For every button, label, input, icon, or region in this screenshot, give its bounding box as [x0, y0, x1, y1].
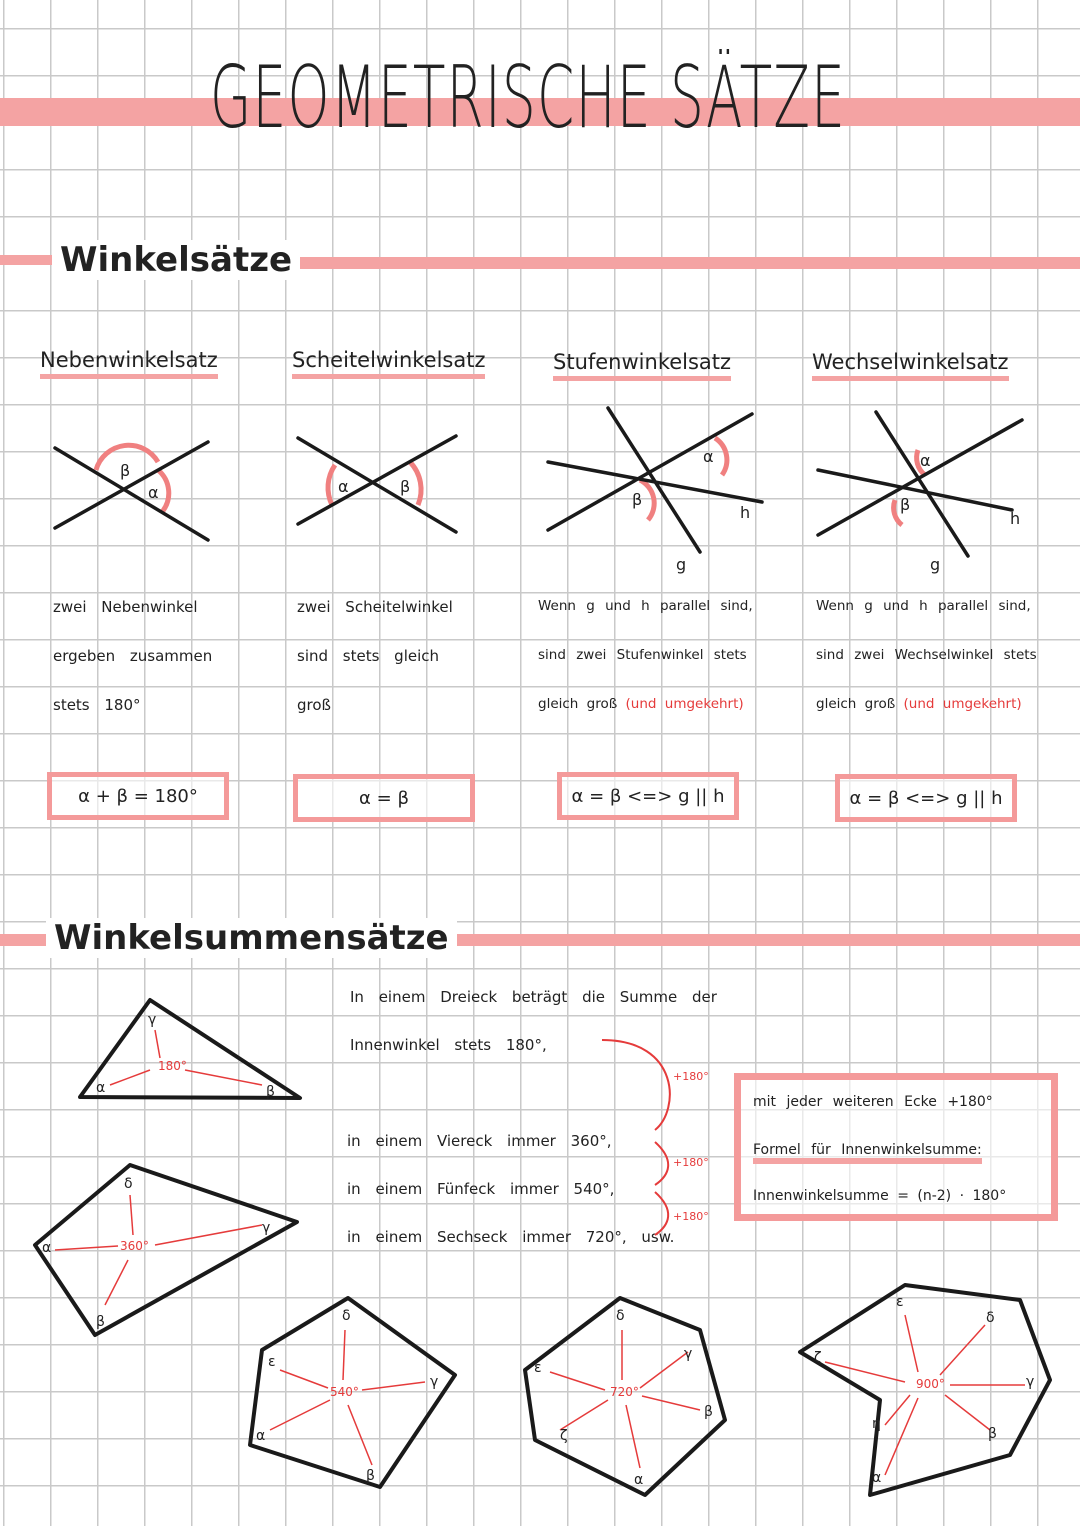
sum-text: in einem Sechseck immer 720°, usw. — [347, 1228, 675, 1246]
angle-label: δ — [986, 1310, 995, 1326]
theorem-text: zwei Nebenwinkel — [53, 598, 198, 616]
angle-label: α — [703, 447, 714, 466]
angle-label: ε — [534, 1360, 542, 1376]
line-label: g — [930, 555, 940, 574]
angle-label: α — [872, 1470, 881, 1486]
angle-label: β — [96, 1314, 105, 1330]
angle-sum: 360° — [120, 1239, 149, 1253]
angle-label: γ — [684, 1346, 692, 1362]
theorem-text: sind zwei Wechselwinkel stets — [816, 647, 1037, 663]
section-heading-winkelsaetze: Winkelsätze — [52, 240, 301, 280]
angle-sum: 900° — [916, 1377, 945, 1391]
theorem-text: stets 180° — [53, 696, 141, 714]
formula-info-box: mit jeder weiteren Ecke +180° Formel für… — [734, 1073, 1058, 1221]
formula-box: α = β <=> g || h — [835, 774, 1017, 822]
angle-label: α — [96, 1080, 105, 1096]
theorem-text: gleich groß — [816, 696, 896, 712]
formula-box: α = β — [293, 774, 475, 822]
angle-label: α — [920, 451, 931, 470]
angle-label: α — [634, 1472, 643, 1488]
page-title: GEOMETRISCHE SÄTZE — [210, 48, 847, 148]
angle-label: ε — [268, 1354, 276, 1370]
theorem-text: groß — [297, 696, 331, 714]
section-band — [268, 257, 1080, 269]
heptagon — [798, 1283, 1052, 1497]
theorem-text: sind zwei Stufenwinkel stets — [538, 647, 747, 663]
step-label: +180° — [673, 1210, 709, 1223]
angle-label: β — [900, 495, 910, 514]
hexagon — [523, 1296, 727, 1497]
angle-label: α — [148, 483, 159, 502]
quadrilateral — [33, 1163, 299, 1337]
sum-text: Innenwinkel stets 180°, — [350, 1036, 547, 1054]
angle-label: β — [632, 490, 642, 509]
theorem-note: (und umgekehrt) — [625, 696, 744, 712]
angle-sum: 540° — [330, 1385, 359, 1399]
step-label: +180° — [673, 1156, 709, 1169]
theorem-text: gleich groß — [538, 696, 618, 712]
section-band — [0, 934, 48, 946]
sum-text: in einem Fünfeck immer 540°, — [347, 1180, 615, 1198]
line-label: h — [1010, 509, 1020, 528]
info-line: mit jeder weiteren Ecke +180° — [753, 1094, 993, 1110]
angle-label: ε — [896, 1294, 904, 1310]
step-label: +180° — [673, 1070, 709, 1083]
angle-label: γ — [430, 1374, 438, 1390]
angle-label: β — [704, 1404, 713, 1420]
section-heading-winkelsummensaetze: Winkelsummensätze — [46, 918, 457, 958]
theorem-text: sind stets gleich — [297, 647, 440, 665]
theorem-heading: Stufenwinkelsatz — [553, 350, 732, 381]
theorem-heading: Scheitelwinkelsatz — [292, 348, 486, 379]
section-band — [0, 255, 55, 265]
angle-label: β — [400, 477, 410, 496]
line-label: g — [676, 555, 686, 574]
angle-label: η — [872, 1416, 881, 1432]
pentagon — [248, 1296, 457, 1489]
theorem-text: Wenn g und h parallel sind, — [538, 598, 753, 614]
theorem-text: ergeben zusammen — [53, 647, 213, 665]
theorem-text: Wenn g und h parallel sind, — [816, 598, 1031, 614]
angle-label: β — [366, 1468, 375, 1484]
angle-label: δ — [616, 1308, 625, 1324]
angle-label: γ — [148, 1012, 156, 1028]
angle-label: α — [256, 1428, 265, 1444]
angle-label: β — [988, 1426, 997, 1442]
formula-box: α + β = 180° — [47, 772, 229, 820]
angle-label: ζ — [560, 1428, 568, 1444]
theorem-note: (und umgekehrt) — [903, 696, 1022, 712]
angle-sum: 180° — [158, 1059, 187, 1073]
line-label: h — [740, 503, 750, 522]
angle-label: γ — [262, 1220, 270, 1236]
formula-box: α = β <=> g || h — [557, 772, 739, 820]
angle-sum: 720° — [610, 1385, 639, 1399]
theorem-heading: Wechselwinkelsatz — [812, 350, 1009, 381]
triangle — [78, 998, 302, 1100]
sum-text: in einem Viereck immer 360°, — [347, 1132, 612, 1150]
angle-label: β — [120, 461, 130, 480]
info-formula: Innenwinkelsumme = (n-2) · 180° — [753, 1188, 1007, 1204]
info-line: Formel für Innenwinkelsumme: — [753, 1142, 982, 1164]
angle-label: δ — [342, 1308, 351, 1324]
angle-label: δ — [124, 1176, 133, 1192]
angle-label: β — [266, 1084, 275, 1100]
title-band — [0, 98, 1080, 126]
section-band — [425, 934, 1080, 946]
theorem-heading: Nebenwinkelsatz — [40, 348, 218, 379]
angle-label: α — [42, 1240, 51, 1256]
theorem-text: zwei Scheitelwinkel — [297, 598, 453, 616]
angle-label: α — [338, 477, 349, 496]
angle-label: γ — [1026, 1374, 1034, 1390]
angle-label: ζ — [814, 1350, 822, 1366]
sum-text: In einem Dreieck beträgt die Summe der — [350, 988, 717, 1006]
